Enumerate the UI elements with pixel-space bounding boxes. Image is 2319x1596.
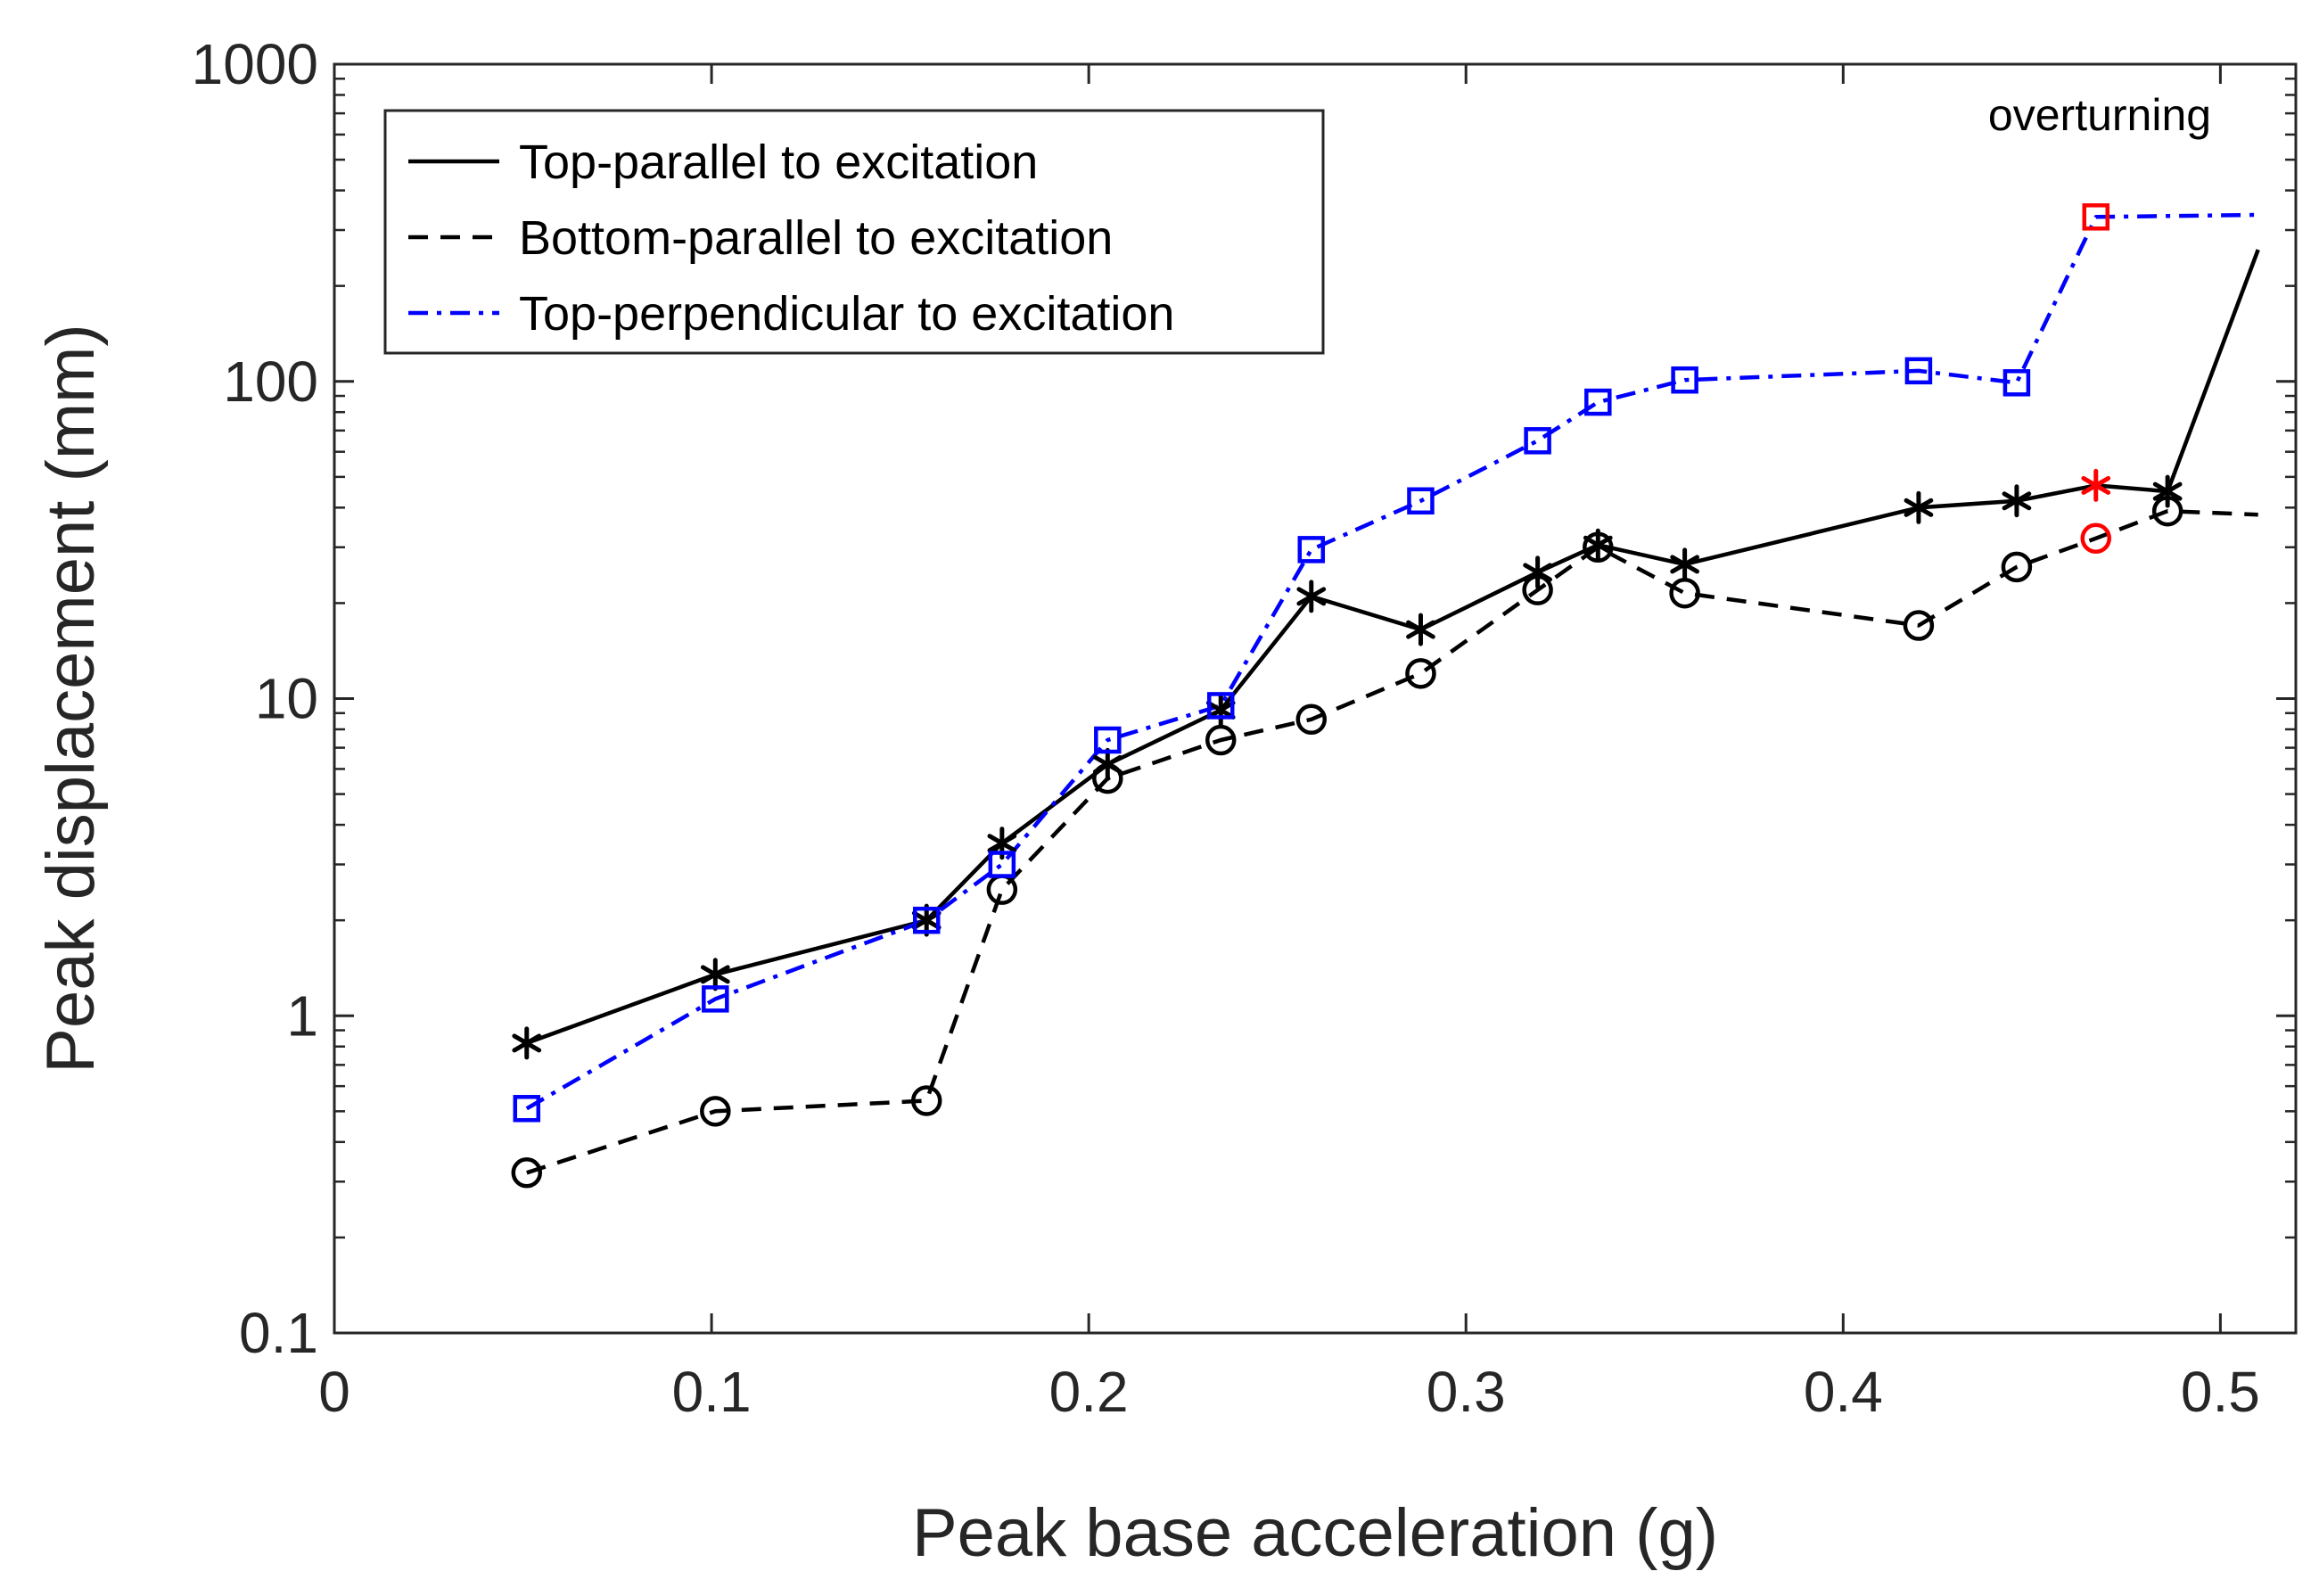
point-s1-5 <box>1205 724 1237 756</box>
legend-label-0: Top-parallel to excitation <box>519 136 1038 189</box>
point-s0-11 <box>1904 490 1934 524</box>
legend-label-1: Bottom-parallel to excitation <box>519 211 1113 265</box>
x-tick-label-4: 0.4 <box>1804 1360 1883 1424</box>
series-line-2 <box>525 212 2258 1111</box>
point-s2-4 <box>1094 726 1122 754</box>
point-s0-6 <box>1296 580 1327 613</box>
y-tick-label-0: 0.1 <box>239 1301 318 1365</box>
point-s1-0 <box>511 1157 543 1189</box>
point-s1-6 <box>1295 703 1328 736</box>
series-layer <box>511 203 2260 1189</box>
annotation-overturning: overturning <box>1988 90 2211 140</box>
point-s1-7 <box>1405 658 1436 689</box>
y-tick-label-2: 10 <box>255 667 318 731</box>
annotation-layer: overturning <box>1988 90 2211 140</box>
point-s1-11 <box>1903 610 1935 641</box>
point-s0-14 <box>2152 474 2183 508</box>
point-s0-7 <box>1406 613 1435 646</box>
point-s2-6 <box>1297 536 1326 564</box>
point-s1-10 <box>1669 577 1700 609</box>
point-s2-11 <box>1904 357 1933 385</box>
y-tick-label-1: 1 <box>286 983 318 1048</box>
point-s2-3 <box>988 851 1016 878</box>
x-tick-label-1: 0.1 <box>672 1360 752 1424</box>
point-s1-1 <box>700 1096 731 1127</box>
point-s0-12 <box>2002 484 2032 518</box>
series-line-1 <box>526 508 2258 1175</box>
legend-box <box>383 109 1325 355</box>
point-s1-8 <box>1522 574 1553 605</box>
point-s2-0 <box>513 1095 541 1123</box>
point-s1-14 <box>2151 495 2183 527</box>
point-s1-13 <box>2080 522 2112 555</box>
series-line-0 <box>526 249 2260 1046</box>
point-s1-4 <box>1092 762 1123 794</box>
point-s2-9 <box>1584 388 1612 416</box>
point-s0-5 <box>1205 693 1236 727</box>
point-s1-9 <box>1583 531 1614 564</box>
x-tick-label-3: 0.3 <box>1427 1360 1506 1424</box>
x-tick-label-5: 0.5 <box>2181 1360 2260 1424</box>
legend-label-2: Top-perpendicular to excitation <box>519 287 1174 341</box>
point-s0-13 <box>2081 468 2111 502</box>
point-s0-0 <box>512 1026 542 1060</box>
point-s1-12 <box>2001 551 2033 583</box>
point-s0-1 <box>700 958 730 991</box>
point-s0-10 <box>1670 547 1699 581</box>
point-s2-1 <box>702 985 729 1013</box>
point-s1-2 <box>910 1085 942 1116</box>
y-tick-label-4: 1000 <box>192 32 318 96</box>
point-s2-2 <box>912 906 941 934</box>
legend: Top-parallel to excitation Bottom-paralle… <box>383 109 1325 355</box>
point-s2-13 <box>2082 203 2110 231</box>
point-s2-7 <box>1407 487 1435 515</box>
y-tick-label-3: 100 <box>223 350 318 414</box>
point-s2-8 <box>1524 427 1551 455</box>
y-axis-title: Peak displacement (mm) <box>33 324 109 1074</box>
x-axis-title: Peak base acceleration (g) <box>912 1495 1718 1571</box>
x-tick-label-0: 0 <box>318 1360 350 1424</box>
point-s0-2 <box>911 903 942 937</box>
x-tick-label-2: 0.2 <box>1049 1360 1129 1424</box>
point-s2-5 <box>1206 692 1235 720</box>
point-s2-12 <box>2002 369 2031 397</box>
point-s2-10 <box>1671 366 1698 394</box>
